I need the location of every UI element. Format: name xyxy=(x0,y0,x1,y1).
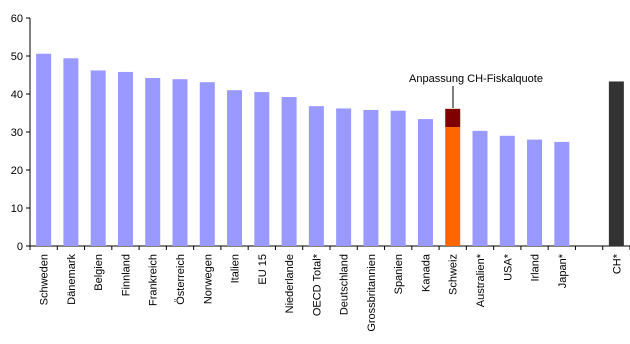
y-tick-label: 60 xyxy=(11,13,23,25)
bar-australien- xyxy=(472,130,488,246)
category-label: Norwegen xyxy=(202,254,214,304)
bar-usa- xyxy=(499,135,515,246)
bar-schweden xyxy=(36,53,52,246)
category-label: Irland xyxy=(530,254,542,282)
category-label: Frankreich xyxy=(148,254,160,306)
bar-ch- xyxy=(608,81,624,247)
category-label: USA* xyxy=(502,253,514,281)
y-tick-label: 10 xyxy=(11,203,23,215)
category-label: Japan* xyxy=(557,253,569,288)
bar-spanien xyxy=(390,110,406,246)
bar-grossbritannien xyxy=(363,109,379,247)
bar-italien xyxy=(227,90,243,246)
bar-schweiz xyxy=(445,127,461,246)
bar-irland xyxy=(527,139,543,246)
y-tick-label: 50 xyxy=(11,51,23,63)
bar-dänemark xyxy=(63,58,79,246)
category-label: CH* xyxy=(611,253,623,274)
category-label: Deutschland xyxy=(339,254,351,315)
category-label: Finnland xyxy=(120,254,132,296)
y-tick-label: 40 xyxy=(11,89,23,101)
category-label: Niederlande xyxy=(284,254,296,313)
bar-frankreich xyxy=(145,78,161,246)
bar-finnland xyxy=(117,71,133,247)
bar-belgien xyxy=(90,70,106,246)
bar-österreich xyxy=(172,79,188,247)
chart-bars xyxy=(36,53,624,247)
category-label: Kanada xyxy=(420,253,432,292)
category-label: Schweiz xyxy=(448,254,460,295)
category-label: Belgien xyxy=(93,254,105,291)
bar-schweiz-adjustment xyxy=(445,108,461,128)
bar-kanada xyxy=(417,119,433,246)
y-tick-label: 20 xyxy=(11,165,23,177)
category-label: Schweden xyxy=(39,254,51,305)
category-label: Dänemark xyxy=(66,254,78,305)
category-label: Spanien xyxy=(393,254,405,294)
category-label: OECD Total* xyxy=(311,253,323,316)
bar-oecd-total- xyxy=(308,106,324,246)
annotation-text: Anpassung CH-Fiskalquote xyxy=(409,73,543,85)
chart-annotation: Anpassung CH-Fiskalquote xyxy=(409,73,543,108)
category-label: Grossbritannien xyxy=(366,254,378,332)
category-label: Australien* xyxy=(475,253,487,307)
chart-labels: 0 10 20 30 40 50 60 Schweden Dänemark Belgien Finn… xyxy=(11,13,624,332)
y-tick-label: 0 xyxy=(17,241,23,253)
category-label: EU 15 xyxy=(257,254,269,285)
bar-deutschland xyxy=(336,108,352,246)
y-tick-label: 30 xyxy=(11,127,23,139)
category-label: Österreich xyxy=(175,254,187,305)
category-label: Italien xyxy=(230,254,242,283)
bar-japan- xyxy=(554,141,570,246)
bar-eu-15 xyxy=(254,92,270,246)
bar-niederlande xyxy=(281,97,297,246)
bar-norwegen xyxy=(199,82,215,246)
